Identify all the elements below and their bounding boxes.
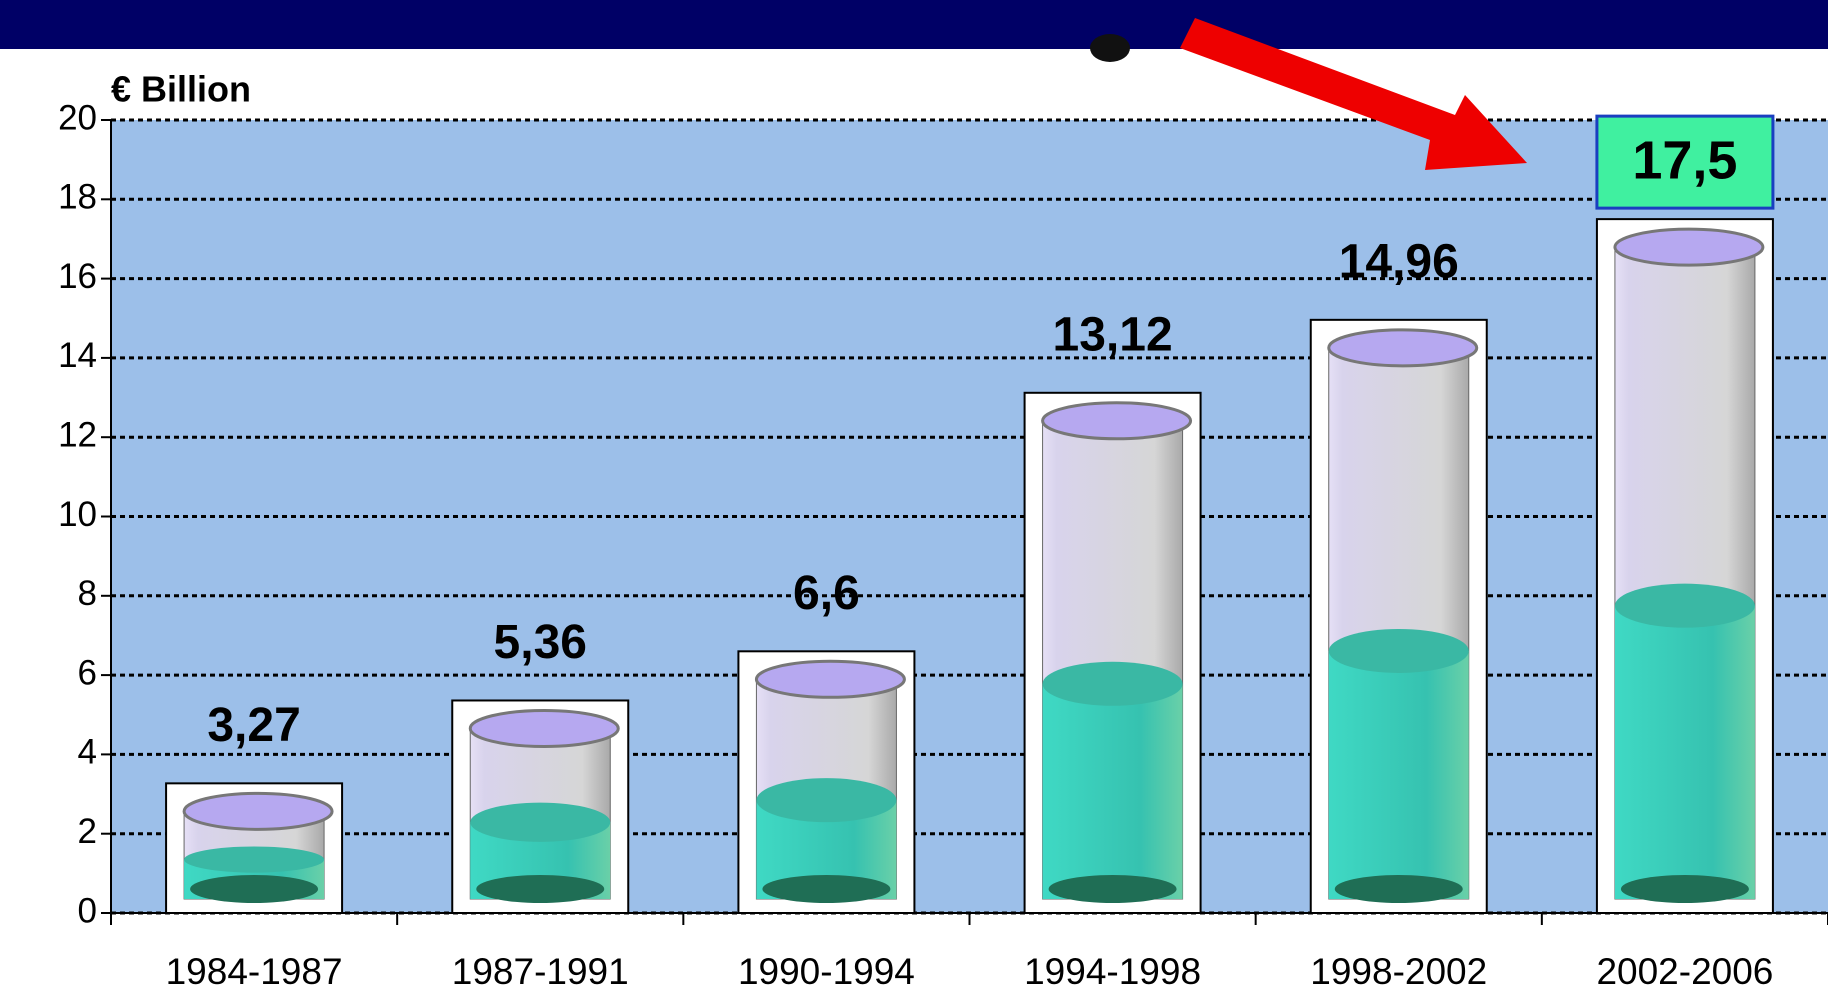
beaker-bottom [1621,875,1749,903]
liquid-surface [1043,662,1183,706]
y-tick-label: 12 [58,415,97,454]
chart: 0 2 4 6 8 10 12 14 16 18 20 1984-1987 3,27 1987-1991 5… [0,0,1828,995]
y-tick-label: 6 [78,653,97,692]
liquid-surface [756,778,896,822]
beaker-bottom [476,875,604,903]
y-axis-label: € Billion [111,69,251,110]
x-tick-label: 1984-1987 [166,951,343,992]
beaker-bottom [1049,875,1177,903]
beaker-liquid [1615,606,1755,899]
y-tick-label: 16 [58,257,97,296]
beaker-rim [756,661,904,697]
y-tick-label: 14 [58,336,97,375]
beaker-bottom [190,875,318,903]
value-label: 3,27 [207,699,300,752]
beaker-liquid [1329,651,1469,899]
liquid-surface [1329,629,1469,673]
value-label: 5,36 [494,616,587,669]
header-fragment [1090,34,1130,62]
y-tick-label: 18 [58,178,97,217]
x-tick-label: 1987-1991 [452,951,629,992]
liquid-surface [1615,584,1755,628]
value-label: 17,5 [1632,130,1737,190]
y-tick-label: 4 [78,733,97,772]
header-banner [0,0,1828,49]
y-tick-label: 8 [78,574,97,613]
value-label: 6,6 [793,567,860,620]
y-tick-label: 10 [58,495,97,534]
y-tick-label: 0 [78,891,97,930]
liquid-surface [184,847,324,873]
liquid-surface [470,803,610,842]
x-tick-label: 1994-1998 [1024,951,1201,992]
beaker-liquid [1043,684,1183,899]
value-label: 13,12 [1053,308,1173,361]
beaker-rim [1329,330,1477,366]
beaker-rim [1615,229,1763,265]
beaker-rim [184,793,332,829]
y-tick-label: 2 [78,812,97,851]
x-tick-label: 1990-1994 [738,951,915,992]
beaker-rim [470,710,618,746]
beaker-bottom [762,875,890,903]
x-tick-label: 2002-2006 [1596,951,1773,992]
page: 0 2 4 6 8 10 12 14 16 18 20 1984-1987 3,27 1987-1991 5… [0,0,1828,995]
x-tick-label: 1998-2002 [1310,951,1487,992]
beaker-rim [1043,403,1191,439]
y-tick-label: 20 [58,98,97,137]
beaker-bottom [1335,875,1463,903]
value-label: 14,96 [1339,236,1459,289]
